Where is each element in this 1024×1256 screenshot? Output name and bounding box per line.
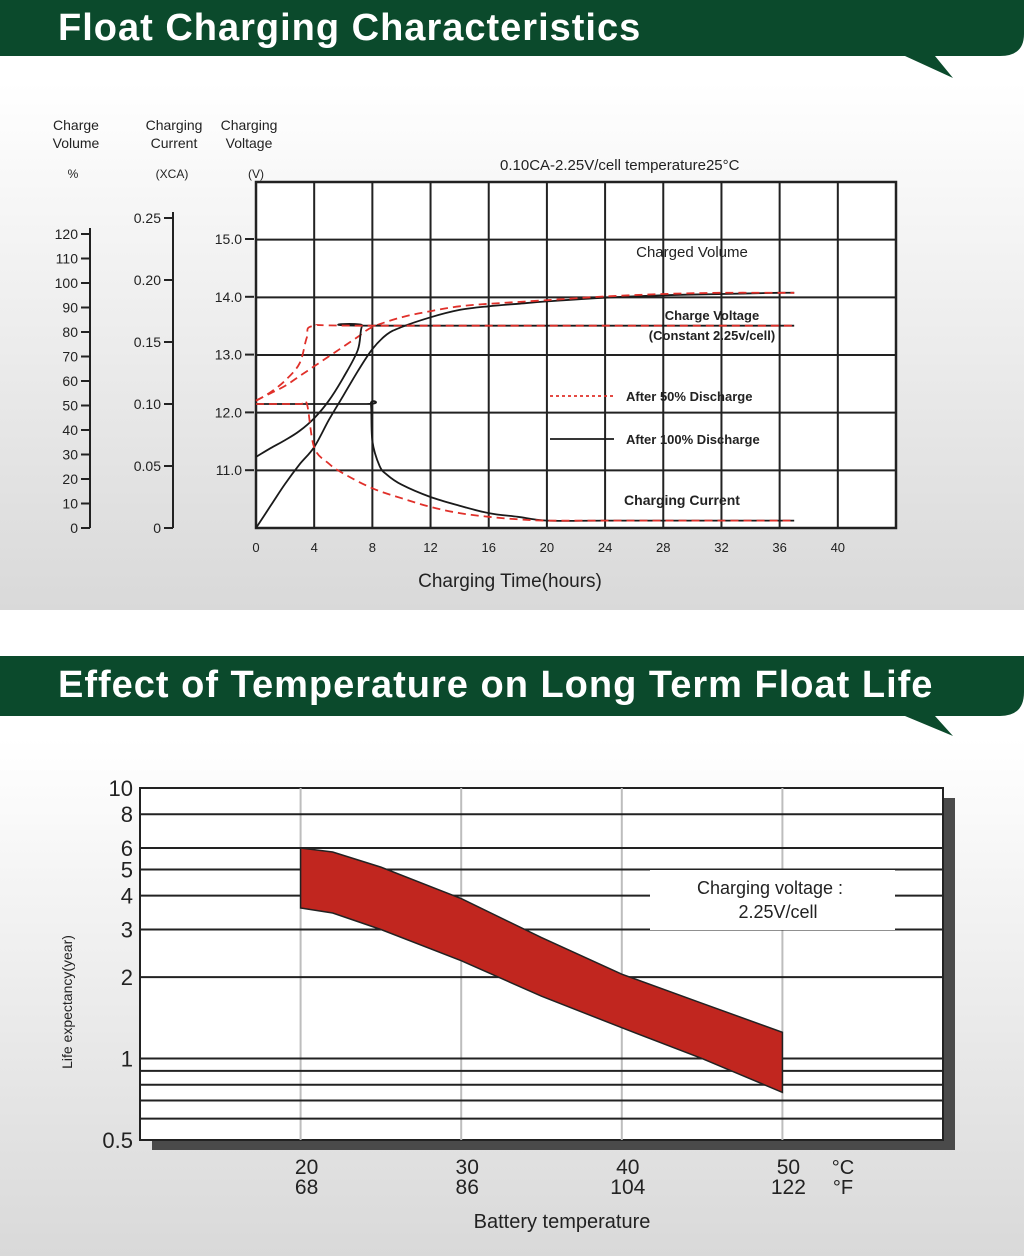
y-tick-label: 1 — [121, 1047, 133, 1072]
axis-tick-label-current: 0.20 — [134, 272, 161, 288]
x-tick-label: 40 — [831, 540, 845, 555]
banner-background — [0, 656, 1024, 736]
banner-shape — [0, 656, 1024, 736]
x-tick-label: 28 — [656, 540, 670, 555]
chart-condition: 0.10CA-2.25V/cell temperature25°C — [500, 157, 740, 174]
axis-tick-label-current: 0.10 — [134, 396, 161, 412]
axis-tick-label-volume: 120 — [55, 226, 79, 242]
series-line-cur_100 — [256, 400, 795, 522]
axis-tick-label-volume: 70 — [62, 349, 78, 365]
axis-tick-label-volume: 60 — [62, 373, 78, 389]
x-tick-label-fahrenheit: 122 — [771, 1176, 806, 1199]
axis-tick-label-volume: 80 — [62, 324, 78, 340]
life-expectancy-band — [299, 847, 784, 1094]
chart-panel-float-charging: 0 4 8 12 16 20 24 28 32 36 40 Charging Time(hours) 0… — [0, 82, 1024, 610]
axis-title-volume: Charge — [53, 117, 99, 133]
axis-tick-label-volume: 40 — [62, 422, 78, 438]
x-tick-label-fahrenheit: 104 — [610, 1176, 645, 1199]
axis-tick-label-volume: 100 — [55, 275, 79, 291]
y-tick-label: 5 — [121, 857, 133, 882]
x-tick-label-fahrenheit: 68 — [295, 1176, 318, 1199]
series-line-vol_100 — [255, 291, 795, 529]
x-tick-label: 16 — [481, 540, 495, 555]
legend-label: After 50% Discharge — [626, 389, 752, 404]
y-tick-label: 0.5 — [102, 1128, 133, 1153]
axis-tick-label-volume: 0 — [70, 520, 78, 536]
axis-tick-label-current: 0.25 — [134, 210, 161, 226]
axis-tick-label-current: 0.05 — [134, 458, 161, 474]
section-title: Float Charging Characteristics — [58, 7, 642, 49]
axis-tick-label-voltage: 14.0 — [215, 289, 242, 305]
banner-background — [0, 0, 1024, 78]
x-axis-label: Charging Time(hours) — [418, 571, 602, 592]
axis-title-current: Current — [151, 135, 198, 151]
x-tick-label: 20 — [540, 540, 554, 555]
section-title: Effect of Temperature on Long Term Float… — [58, 664, 934, 706]
y-tick-label: 10 — [109, 776, 133, 801]
axis-tick-label-volume: 50 — [62, 398, 78, 414]
x-tick-label-celsius: 50 — [777, 1156, 800, 1179]
axis-tick-label-current: 0.15 — [134, 334, 161, 350]
x-tick-label-celsius: 40 — [616, 1156, 639, 1179]
axis-tick-label-volume: 10 — [62, 496, 78, 512]
label-charging-current: Charging Current — [624, 492, 740, 508]
series-line-volt_100 — [255, 323, 795, 458]
legend-label: After 100% Discharge — [626, 432, 760, 447]
axis-tick-label-voltage: 11.0 — [216, 462, 242, 478]
label-charge-voltage: Charge Voltage — [665, 308, 759, 323]
annotation-charging-voltage: Charging voltage : — [697, 878, 843, 898]
y-tick-label: 2 — [121, 965, 133, 990]
axis-tick-label-voltage: 13.0 — [215, 347, 242, 363]
label-charge-voltage-note: (Constant 2.25v/cell) — [649, 328, 775, 343]
series-line-vol_50 — [255, 291, 795, 402]
x-tick-label-celsius: 30 — [456, 1156, 479, 1179]
banner-shape — [0, 0, 1024, 78]
x-tick-label: 24 — [598, 540, 612, 555]
axis-title-current: Charging — [146, 117, 203, 133]
y-tick-label: 6 — [121, 836, 133, 861]
axis-unit-voltage: (V) — [248, 167, 264, 181]
x-tick-label: 12 — [423, 540, 437, 555]
y-tick-label: 4 — [121, 884, 133, 909]
axis-tick-label-volume: 20 — [62, 471, 78, 487]
series-line-volt_50 — [255, 323, 795, 402]
float-charging-chart: 0 4 8 12 16 20 24 28 32 36 40 Charging Time(hours) 0… — [0, 82, 1024, 610]
chart-panel-float-life: Charging voltage :2.25V/cell 0.5 1 2 3 4 5 6 8 10… — [0, 738, 1024, 1256]
annotation-charging-voltage-value: 2.25V/cell — [738, 902, 817, 922]
x-tick-label: 4 — [311, 540, 318, 555]
y-tick-label: 8 — [121, 802, 133, 827]
x-tick-label: 8 — [369, 540, 376, 555]
axis-unit-current: (XCA) — [156, 167, 189, 181]
x-tick-label-fahrenheit: 86 — [456, 1176, 479, 1199]
axis-title-voltage: Voltage — [226, 135, 273, 151]
axis-title-voltage: Charging — [221, 117, 278, 133]
unit-fahrenheit: °F — [833, 1177, 853, 1199]
series-line-cur_50 — [256, 399, 795, 522]
x-tick-label: 32 — [714, 540, 728, 555]
axis-tick-label-voltage: 15.0 — [215, 231, 242, 247]
axis-tick-label-volume: 110 — [56, 251, 79, 267]
axis-title-volume: Volume — [53, 135, 100, 151]
label-charged-volume: Charged Volume — [636, 244, 748, 261]
float-life-chart: Charging voltage :2.25V/cell0.5123456810… — [0, 738, 1024, 1256]
unit-celsius: °C — [832, 1157, 854, 1179]
x-tick-label-celsius: 20 — [295, 1156, 318, 1179]
x-axis-label: Battery temperature — [474, 1211, 651, 1233]
y-axis-label: Life expectancy(year) — [59, 935, 75, 1069]
axis-tick-label-volume: 90 — [62, 300, 78, 316]
axis-tick-label-volume: 30 — [62, 447, 78, 463]
axis-unit-volume: % — [68, 167, 79, 181]
axis-tick-label-current: 0 — [153, 520, 161, 536]
annotation-backdrop — [650, 870, 895, 930]
x-tick-label: 0 — [252, 540, 259, 555]
axis-tick-label-voltage: 12.0 — [215, 404, 242, 420]
x-tick-label: 36 — [772, 540, 786, 555]
y-tick-label: 3 — [121, 917, 133, 942]
